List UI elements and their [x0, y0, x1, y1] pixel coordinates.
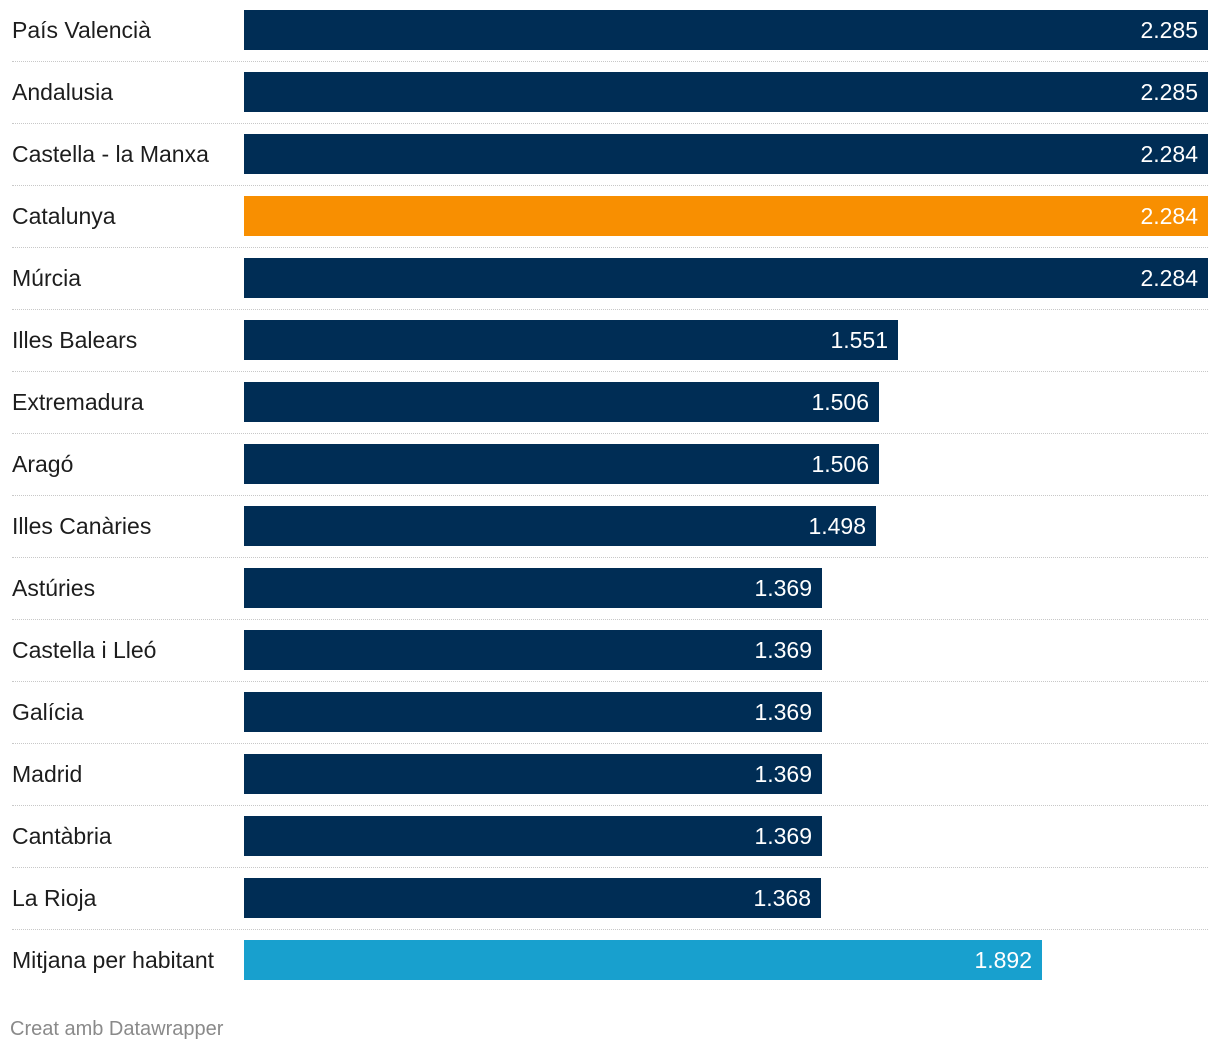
- category-label: Andalusia: [12, 79, 114, 105]
- category-label: Extremadura: [12, 389, 144, 415]
- row-divider: [12, 185, 1208, 186]
- category-label: Castella - la Manxa: [12, 141, 209, 167]
- category-label: La Rioja: [12, 885, 97, 911]
- chart-row: Castella i Lleó 1.369: [12, 630, 1208, 692]
- row-divider: [12, 495, 1208, 496]
- row-divider: [12, 619, 1208, 620]
- chart-credit[interactable]: Creat amb Datawrapper: [10, 1018, 224, 1040]
- row-divider: [12, 805, 1208, 806]
- value-label: 1.506: [811, 451, 869, 477]
- chart-row: Catalunya 2.284: [12, 196, 1208, 258]
- bar: 1.368: [244, 878, 821, 918]
- category-label: Illes Balears: [12, 327, 138, 353]
- bar: 1.369: [244, 754, 822, 794]
- chart-row: Galícia 1.369: [12, 692, 1208, 754]
- row-divider: [12, 681, 1208, 682]
- bar: 2.285: [244, 72, 1208, 112]
- value-label: 1.506: [811, 389, 869, 415]
- value-label: 1.498: [808, 513, 866, 539]
- chart-row: Illes Canàries 1.498: [12, 506, 1208, 568]
- value-label: 1.551: [830, 327, 888, 353]
- category-label: Astúries: [12, 575, 96, 601]
- bar: 1.892: [244, 940, 1042, 980]
- bar: 1.506: [244, 382, 879, 422]
- row-divider: [12, 309, 1208, 310]
- chart-row: Astúries 1.369: [12, 568, 1208, 630]
- category-label: Galícia: [12, 699, 84, 725]
- chart-row: Mitjana per habitant 1.892: [12, 940, 1208, 1002]
- category-label: Illes Canàries: [12, 513, 152, 539]
- row-divider: [12, 557, 1208, 558]
- category-label: Aragó: [12, 451, 74, 477]
- value-label: 1.369: [754, 823, 812, 849]
- bar: 2.284: [244, 134, 1208, 174]
- chart-row: Aragó 1.506: [12, 444, 1208, 506]
- bar: 2.284: [244, 258, 1208, 298]
- category-label: Castella i Lleó: [12, 637, 157, 663]
- category-label: País Valencià: [12, 17, 151, 43]
- value-label: 2.284: [1140, 141, 1198, 167]
- value-label: 2.284: [1140, 265, 1198, 291]
- value-label: 1.368: [753, 885, 811, 911]
- bar: 1.551: [244, 320, 898, 360]
- row-divider: [12, 867, 1208, 868]
- value-label: 1.892: [974, 947, 1032, 973]
- bar: 1.369: [244, 568, 822, 608]
- chart-row: Extremadura 1.506: [12, 382, 1208, 444]
- category-label: Cantàbria: [12, 823, 112, 849]
- row-divider: [12, 247, 1208, 248]
- value-label: 2.284: [1140, 203, 1198, 229]
- chart-row: Illes Balears 1.551: [12, 320, 1208, 382]
- row-divider: [12, 743, 1208, 744]
- chart-row: La Rioja 1.368: [12, 878, 1208, 940]
- bar: 1.369: [244, 630, 822, 670]
- value-label: 2.285: [1140, 79, 1198, 105]
- bar: 2.284: [244, 196, 1208, 236]
- row-divider: [12, 929, 1208, 930]
- bar: 1.498: [244, 506, 876, 546]
- chart-row: Múrcia 2.284: [12, 258, 1208, 320]
- chart-row: Castella - la Manxa 2.284: [12, 134, 1208, 196]
- bar-chart: País Valencià 2.285 Andalusia 2.285 Castella…: [12, 10, 1208, 1002]
- value-label: 1.369: [754, 761, 812, 787]
- category-label: Madrid: [12, 761, 83, 787]
- row-divider: [12, 371, 1208, 372]
- chart-row: Cantàbria 1.369: [12, 816, 1208, 878]
- value-label: 2.285: [1140, 17, 1198, 43]
- category-label: Mitjana per habitant: [12, 947, 215, 973]
- row-divider: [12, 61, 1208, 62]
- value-label: 1.369: [754, 575, 812, 601]
- category-label: Múrcia: [12, 265, 82, 291]
- category-label: Catalunya: [12, 203, 116, 229]
- row-divider: [12, 123, 1208, 124]
- bar: 1.506: [244, 444, 879, 484]
- value-label: 1.369: [754, 699, 812, 725]
- bar: 1.369: [244, 692, 822, 732]
- bar: 1.369: [244, 816, 822, 856]
- bar: 2.285: [244, 10, 1208, 50]
- chart-row: Andalusia 2.285: [12, 72, 1208, 134]
- chart-row: País Valencià 2.285: [12, 10, 1208, 72]
- chart-row: Madrid 1.369: [12, 754, 1208, 816]
- row-divider: [12, 433, 1208, 434]
- value-label: 1.369: [754, 637, 812, 663]
